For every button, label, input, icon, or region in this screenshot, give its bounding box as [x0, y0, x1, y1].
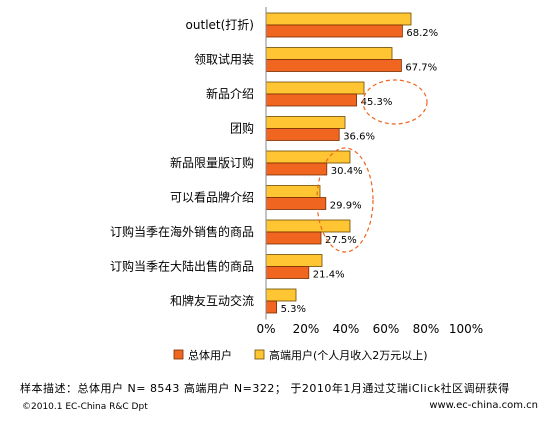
legend-swatch-high: [254, 349, 265, 360]
x-tick-label: 60%: [373, 322, 400, 336]
bar-high-end: [265, 288, 297, 302]
bar-total: [265, 300, 278, 314]
data-label: 27.5%: [325, 235, 357, 246]
annotation-ellipse: [316, 147, 374, 253]
data-label: 68.2%: [406, 28, 438, 39]
bar-total: [265, 231, 322, 245]
x-tick-label: 40%: [333, 322, 360, 336]
category-label: 和牌友互动交流: [170, 293, 254, 308]
bar-total: [265, 266, 310, 279]
legend-label-total: 总体用户: [188, 348, 232, 362]
bar-high-end: [265, 185, 321, 198]
legend-swatch-total: [173, 349, 184, 360]
bar-total: [265, 59, 402, 72]
category-label: 领取试用装: [194, 52, 254, 67]
category-label: 新品限量版订购: [170, 155, 254, 170]
copyright-text: ©2010.1 EC-China R&C Dpt: [22, 402, 148, 412]
bar-high-end: [265, 116, 346, 129]
category-label: 团购: [230, 121, 254, 136]
x-tick-label: 0%: [256, 322, 275, 336]
bar-high-end: [265, 219, 351, 233]
data-label: 36.6%: [343, 132, 375, 143]
bar-total: [265, 93, 357, 107]
data-label: 29.9%: [330, 201, 362, 212]
category-label: 可以看品牌介绍: [170, 191, 254, 205]
category-label: 订购当季在大陆出售的商品: [110, 259, 254, 274]
category-label: outlet(打折): [186, 17, 254, 32]
x-tick-label: 20%: [293, 322, 320, 336]
data-label: 45.3%: [361, 97, 393, 108]
x-tick-label: 100%: [449, 322, 483, 336]
bar-high-end: [265, 81, 365, 95]
data-label: 21.4%: [313, 270, 345, 281]
legend-label-high: 高端用户(个人月收入2万元以上): [269, 348, 428, 362]
data-label: 30.4%: [331, 166, 363, 177]
bar-high-end: [265, 12, 412, 26]
x-tick-label: 80%: [413, 322, 440, 336]
bar-chart: outlet(打折) 68.2% 领取试用装 67.7% 新品介绍 45.3% 团购 36.6…: [110, 7, 483, 362]
bar-total: [265, 162, 328, 176]
category-label: 订购当季在海外销售的商品: [110, 224, 254, 239]
bar-high-end: [265, 254, 323, 267]
annotation-ellipse: [362, 79, 428, 125]
bar-high-end: [265, 47, 393, 60]
data-label: 67.7%: [405, 63, 437, 74]
data-label: 5.3%: [281, 304, 306, 315]
bar-total: [265, 24, 403, 38]
bar-high-end: [265, 150, 351, 164]
category-label: 新品介绍: [206, 86, 254, 101]
source-url: www.ec-china.com.cn: [429, 400, 538, 411]
bar-total: [265, 128, 340, 141]
sample-description: 样本描述：总体用户 N= 8543 高端用户 N=322； 于2010年1月通过…: [20, 382, 510, 395]
